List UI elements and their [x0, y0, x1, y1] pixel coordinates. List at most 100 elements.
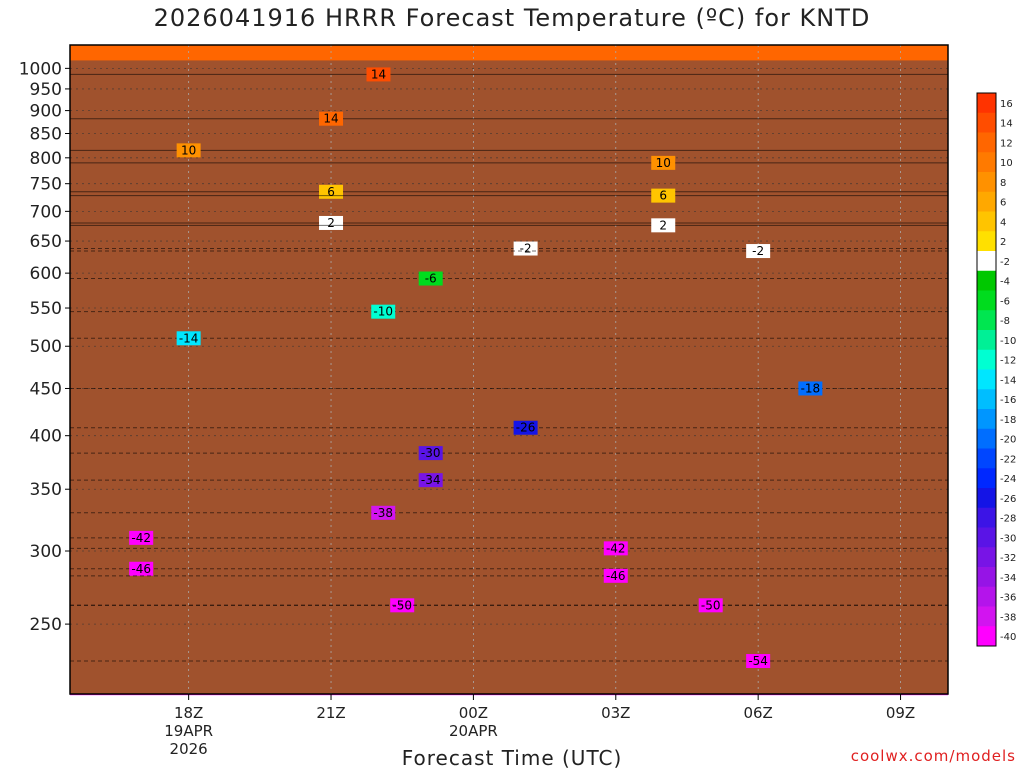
isotherm-label: -50 — [701, 598, 721, 612]
colorbar-swatch — [977, 93, 996, 114]
colorbar-label: -6 — [1000, 296, 1010, 307]
x-tick-label: 19APR — [164, 722, 213, 740]
temperature-band — [70, 45, 948, 48]
colorbar-label: -36 — [1000, 593, 1016, 604]
isotherm-label: -2 — [520, 242, 532, 256]
isotherm-label-bg — [176, 143, 201, 158]
y-tick-label: 950 — [30, 80, 62, 100]
isotherm-label-bg — [798, 381, 823, 396]
isotherm-label-bg — [418, 446, 443, 461]
isotherm-label-bg — [371, 505, 396, 520]
temperature-band — [70, 49, 948, 52]
colorbar-label: -24 — [1000, 474, 1016, 485]
colorbar-label: -32 — [1000, 553, 1016, 564]
isotherm-label: 2 — [327, 216, 335, 230]
colorbar-swatch — [977, 606, 996, 627]
colorbar-swatch — [977, 330, 996, 351]
x-tick-label: 03Z — [601, 704, 630, 722]
isotherm-label: -14 — [179, 331, 199, 345]
colorbar-label: -2 — [1000, 257, 1010, 268]
colorbar-swatch — [977, 152, 996, 173]
colorbar-label: 12 — [1000, 138, 1013, 149]
isotherm-label-bg — [603, 541, 628, 556]
colorbar-label: -16 — [1000, 395, 1016, 406]
isotherm-label-bg — [176, 331, 201, 346]
isotherm-label: 2 — [659, 218, 667, 232]
y-tick-label: 250 — [30, 615, 62, 635]
colorbar-swatch — [977, 527, 996, 548]
colorbar-label: 8 — [1000, 178, 1006, 189]
isotherm-label-bg — [129, 561, 154, 576]
x-tick-label: 00Z — [459, 704, 488, 722]
y-tick-label: 400 — [30, 427, 62, 447]
isotherm-label-bg — [746, 244, 771, 259]
colorbar-swatch — [977, 369, 996, 390]
temperature-band — [70, 59, 948, 62]
colorbar-swatch — [977, 211, 996, 232]
isotherm-label: 10 — [181, 143, 196, 157]
x-tick-label: 18Z — [174, 704, 203, 722]
isotherm-label-bg — [746, 654, 771, 669]
colorbar-swatch — [977, 270, 996, 291]
y-tick-label: 850 — [30, 125, 62, 145]
isotherm-label: -38 — [373, 506, 393, 520]
colorbar-swatch — [977, 507, 996, 528]
colorbar-swatch — [977, 389, 996, 410]
isotherm-label-bg — [513, 241, 538, 256]
y-tick-label: 600 — [30, 264, 62, 284]
isotherm-label: -54 — [748, 654, 768, 668]
terrain — [70, 60, 948, 694]
colorbar-swatch — [977, 112, 996, 133]
isotherm-label: -10 — [373, 305, 393, 319]
isotherm-label-bg — [418, 473, 443, 488]
y-tick-label: 750 — [30, 175, 62, 195]
isotherm-label-bg — [366, 67, 391, 82]
isotherm-label: -46 — [606, 569, 626, 583]
chart-title: 2026041916 HRRR Forecast Temperature (ºC… — [153, 4, 871, 32]
isotherm-label: 14 — [323, 112, 338, 126]
temperature-band — [70, 53, 948, 56]
colorbar-label: 2 — [1000, 237, 1006, 248]
x-tick-label: 09Z — [886, 704, 915, 722]
colorbar-swatch — [977, 251, 996, 272]
colorbar-label: -4 — [1000, 277, 1010, 288]
y-tick-label: 350 — [30, 480, 62, 500]
temperature-band — [70, 51, 948, 54]
colorbar-label: 4 — [1000, 217, 1006, 228]
y-tick-label: 700 — [30, 202, 62, 222]
isotherm-label-bg — [651, 218, 676, 233]
isotherm-label-bg — [651, 188, 676, 203]
isotherm-label-bg — [319, 111, 344, 126]
isotherm-label: -30 — [421, 446, 441, 460]
isotherm-label: -34 — [421, 473, 441, 487]
x-tick-label: 06Z — [743, 704, 772, 722]
colorbar-label: 16 — [1000, 99, 1013, 110]
plot-frame — [69, 44, 949, 695]
colorbar-label: -34 — [1000, 573, 1016, 584]
colorbar-label: -30 — [1000, 533, 1016, 544]
temperature-band — [70, 55, 948, 58]
isotherm-label: -6 — [425, 272, 437, 286]
isotherm-label-bg — [371, 304, 396, 319]
colorbar-swatch — [977, 310, 996, 331]
colorbar-label: -20 — [1000, 435, 1016, 446]
colorbar-swatch — [977, 172, 996, 193]
colorbar-label: 14 — [1000, 119, 1013, 130]
colorbar-swatch — [977, 547, 996, 568]
isotherm-label: 14 — [371, 67, 386, 81]
colorbar-label: -18 — [1000, 415, 1016, 426]
y-tick-label: 1000 — [19, 59, 62, 79]
isotherm-label-bg — [603, 568, 628, 583]
y-tick-label: 900 — [30, 102, 62, 122]
isotherm-label: -2 — [752, 244, 764, 258]
y-tick-label: 300 — [30, 542, 62, 562]
colorbar-swatch — [977, 626, 996, 647]
x-axis-label: Forecast Time (UTC) — [401, 746, 623, 770]
isotherm-label: -42 — [606, 541, 626, 555]
x-tick-label: 2026 — [170, 740, 208, 758]
x-tick-label: 21Z — [316, 704, 345, 722]
colorbar-swatch — [977, 428, 996, 449]
colorbar-label: -8 — [1000, 316, 1010, 327]
isotherm-label-bg — [129, 530, 154, 545]
